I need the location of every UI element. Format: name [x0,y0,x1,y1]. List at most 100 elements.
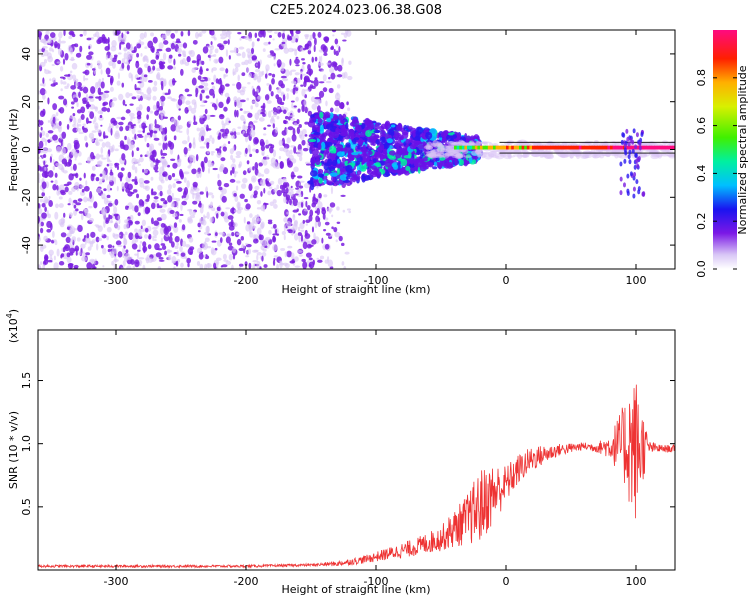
carrier-cell [578,145,582,150]
spectrogram-cell [634,144,638,150]
spectrogram-cell [390,124,396,128]
spectrogram-cell [407,126,413,130]
spectrogram-cell [311,103,318,110]
spectrogram-cell [82,86,89,94]
spectrogram-cell [79,191,86,196]
spectrogram-cell [173,135,177,141]
spectrogram-cell [132,265,136,269]
spectrogram-cell [261,149,265,157]
spectrogram-cell [127,141,130,144]
spectrogram-cell [271,73,276,78]
spectrogram-cell [229,50,235,53]
spectrogram-cell [90,86,96,94]
spectrogram-cell [114,162,120,166]
spectrogram-cell [635,158,639,164]
spectrogram-cell [50,153,53,158]
snr-y-multiplier: (x104) [5,309,20,343]
spectrogram-cell [113,213,119,217]
spectrogram-cell [113,263,116,269]
spectrogram-cell [118,93,124,101]
spectrogram-cell [308,46,311,51]
spectrogram-cell [243,118,247,126]
spectrogram-cell [144,63,149,68]
spectrogram-cell [162,171,168,177]
spectrogram-cell [318,81,325,84]
spectrogram-cell [310,117,317,121]
spectrogram-cell [157,266,162,269]
spectrogram-cell [281,188,286,194]
spectrogram-cell [195,154,199,162]
spectrogram-cell [171,201,175,207]
spectrogram-cell [273,203,278,209]
spectrogram-cell [282,94,286,102]
spectrogram-cell [307,79,312,83]
spectrogram-cell [137,163,141,166]
spectrogram-cell [326,62,331,65]
spectrogram-cell [95,153,101,160]
spectrogram-cell [126,31,130,35]
spectrogram-cell [101,77,105,82]
spectrogram-cell [243,133,249,138]
spectrogram-cell [77,162,82,166]
spectrogram-cell [179,168,183,177]
spectrogram-cell [290,145,296,148]
spectrogram-cell [110,45,117,52]
spectrogram-cell [225,207,231,210]
spectrogram-cell [244,261,248,267]
spectrogram-cell [298,213,302,216]
spectrogram-cell [60,140,63,147]
spectrogram-cell [232,206,235,215]
spectrogram-cell [228,55,231,60]
spectrogram-cell [192,192,198,196]
spectrogram-cell [289,58,292,66]
spectrogram-cell [83,209,87,212]
spectrogram-cell [452,142,457,145]
spectrogram-cell [236,132,241,136]
spectrogram-cell [316,257,320,260]
carrier-cell [555,145,559,150]
spectrogram-cell [294,81,297,86]
spectrogram-cell [193,115,196,123]
spectrogram-cell [64,186,69,193]
spectrogram-cell [258,162,264,167]
spectrogram-cell [124,231,128,236]
spectrogram-cell [148,233,152,240]
spectrogram-cell [361,123,366,129]
spectrogram-cell [91,165,96,171]
spectrogram-cell [213,58,219,64]
spectrogram-cell [89,190,93,199]
spectrogram-cell [299,134,305,141]
spectrogram-cell [68,35,73,40]
spectrogram-cell [133,46,137,53]
spectrogram-cell [302,241,308,250]
spectrogram-cell [88,205,93,209]
spectrogram-cell [38,105,41,110]
spectrogram-cell [329,172,338,177]
spectrogram-cell [142,241,147,248]
spectrogram-cell [133,189,138,193]
spectrogram-cell [201,30,207,34]
spectrogram-cell [180,252,186,257]
spectrogram-cell [289,70,293,76]
spectrogram-cell [107,202,113,207]
spectrogram-cell [148,257,153,263]
spectrogram-cell [91,239,96,244]
spectrogram-cell [253,91,259,98]
spectrogram-cell [42,108,46,116]
spectrogram-cell [134,220,140,225]
spectrogram-cell [191,60,197,64]
spectrogram-cell [197,222,201,228]
spectrogram-cell [125,109,131,114]
spectrogram-cell [254,112,260,120]
spectrogram-cell [425,145,431,151]
spectrogram-cell [150,32,154,37]
carrier-cell [550,145,554,150]
spectrogram-cell [44,138,48,146]
spectrogram-cell [43,49,49,57]
spectrogram-cell [301,258,306,263]
spectrogram-cell [71,62,78,70]
spectrogram-cell [42,77,45,84]
carrier-cell [508,145,512,150]
carrier-cell [467,145,471,150]
spectrogram-cell [347,107,351,112]
